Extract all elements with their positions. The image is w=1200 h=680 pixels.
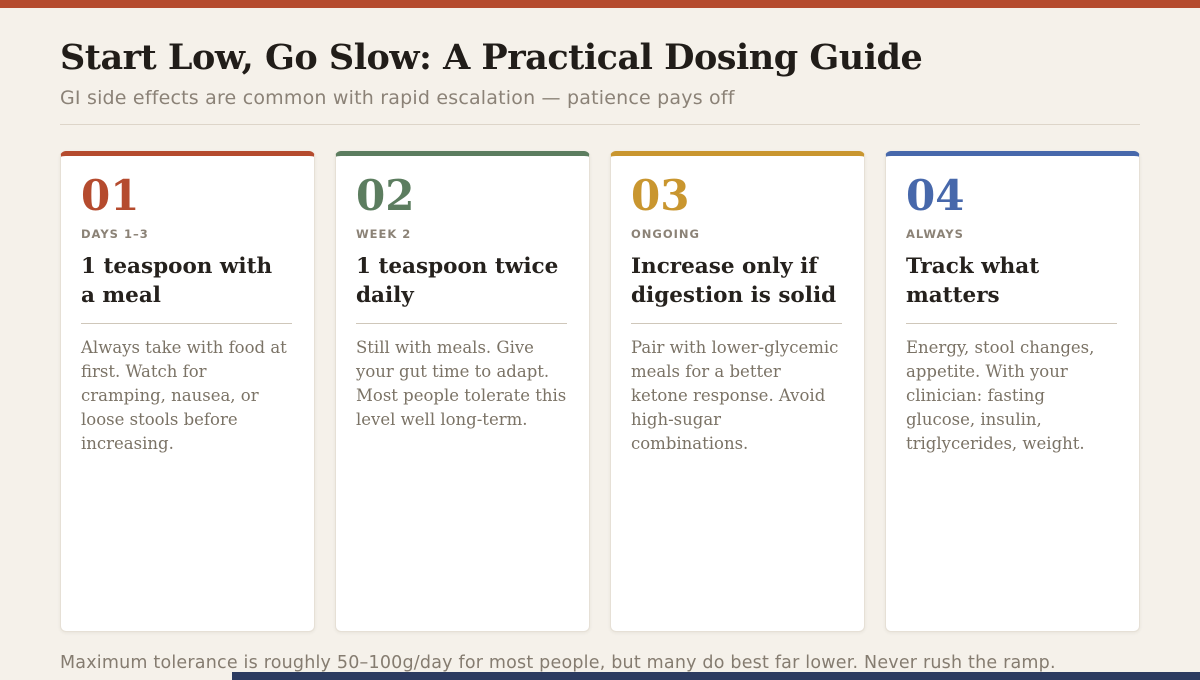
footer-note: Maximum tolerance is roughly 50–100g/day…	[60, 653, 1056, 674]
step-card-1: 01 DAYS 1–3 1 teaspoon with a meal Alway…	[60, 151, 315, 633]
step-body: Energy, stool changes, appetite. With yo…	[906, 338, 1095, 453]
step-label: ONGOING	[631, 227, 700, 242]
step-body: Always take with food at first. Watch fo…	[81, 338, 287, 453]
step-divider	[81, 323, 292, 325]
step-heading: Track what matters	[906, 254, 1040, 308]
step-number: 03	[631, 171, 690, 221]
step-number: 02	[356, 171, 415, 221]
step-card-4: 04 ALWAYS Track what matters Energy, sto…	[885, 151, 1140, 633]
page-subtitle: GI side effects are common with rapid es…	[60, 87, 735, 110]
page-content: Start Low, Go Slow: A Practical Dosing G…	[0, 37, 1200, 674]
steps-row: 01 DAYS 1–3 1 teaspoon with a meal Alway…	[60, 151, 1140, 633]
step-heading: Increase only if digestion is solid	[631, 254, 837, 308]
step-divider	[906, 323, 1117, 325]
step-divider	[631, 323, 842, 325]
step-card-2: 02 WEEK 2 1 teaspoon twice daily Still w…	[335, 151, 590, 633]
step-label: WEEK 2	[356, 227, 412, 242]
step-label: ALWAYS	[906, 227, 964, 242]
step-number: 01	[81, 171, 140, 221]
step-divider	[356, 323, 567, 325]
step-body: Still with meals. Give your gut time to …	[356, 338, 567, 429]
step-number: 04	[906, 171, 965, 221]
page-title: Start Low, Go Slow: A Practical Dosing G…	[60, 37, 923, 78]
top-accent-bar	[0, 0, 1200, 8]
step-label: DAYS 1–3	[81, 227, 149, 242]
bottom-accent-bar	[232, 672, 1200, 680]
step-heading: 1 teaspoon twice daily	[356, 254, 559, 308]
step-heading: 1 teaspoon with a meal	[81, 254, 273, 308]
header-divider	[60, 124, 1140, 126]
step-body: Pair with lower-glycemic meals for a bet…	[631, 338, 839, 453]
step-card-3: 03 ONGOING Increase only if digestion is…	[610, 151, 865, 633]
